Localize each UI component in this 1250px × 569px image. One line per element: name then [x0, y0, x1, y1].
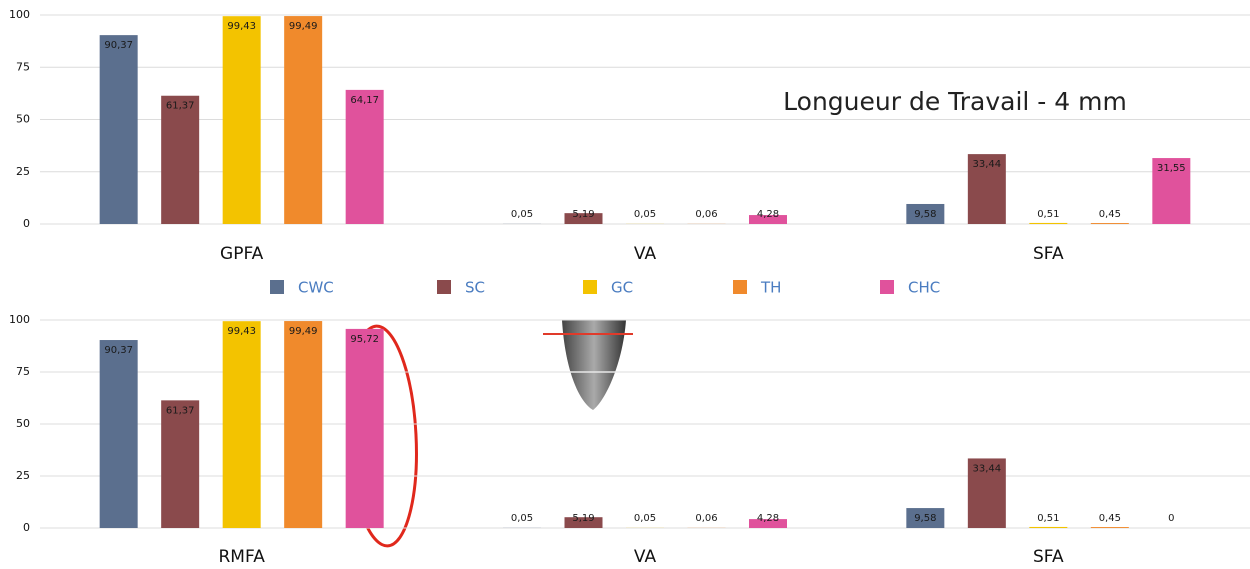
bar [749, 519, 787, 528]
bar [1090, 527, 1129, 528]
bar [99, 35, 138, 224]
value-label: 61,37 [166, 405, 195, 416]
bar [345, 328, 384, 528]
x-tick-label: RMFA [219, 547, 266, 567]
y-tick-label: 0 [23, 521, 30, 534]
bar [564, 517, 603, 528]
bar [967, 458, 1006, 528]
bar [749, 215, 787, 224]
x-tick-label: SFA [1033, 244, 1064, 264]
bar [1029, 526, 1068, 528]
bar [284, 16, 323, 224]
value-label: 61,37 [166, 101, 195, 112]
annotation: Longueur de Travail - 4 mm [783, 87, 1127, 116]
value-label: 99,49 [289, 21, 318, 32]
value-label: 90,37 [104, 40, 133, 51]
bar [1090, 223, 1129, 224]
value-label: 0,06 [695, 209, 717, 220]
legend-label: TH [760, 279, 781, 297]
legend-swatch [583, 280, 597, 294]
bar [284, 321, 323, 528]
value-label: 99,49 [289, 326, 318, 337]
bar [906, 203, 945, 224]
value-label: 0,05 [511, 209, 533, 220]
legend-label: GC [611, 279, 633, 297]
value-label: 0,45 [1099, 209, 1121, 220]
bar [161, 400, 200, 528]
bar [222, 321, 261, 528]
x-tick-label: VA [634, 547, 657, 567]
legend-label: SC [465, 279, 485, 297]
value-label: 31,55 [1157, 163, 1186, 174]
value-label: 90,37 [104, 345, 133, 356]
value-label: 0,05 [634, 513, 656, 524]
value-label: 0,51 [1037, 209, 1059, 220]
value-label: 4,28 [757, 513, 779, 524]
y-tick-label: 25 [16, 165, 30, 178]
value-label: 33,44 [973, 159, 1002, 170]
value-label: 99,43 [227, 326, 256, 337]
legend-swatch [880, 280, 894, 294]
y-tick-label: 100 [9, 313, 30, 326]
bar [1029, 222, 1068, 224]
value-label: 5,19 [572, 209, 594, 220]
bar [222, 16, 261, 224]
value-label: 0,45 [1099, 513, 1121, 524]
value-label: 9,58 [914, 209, 936, 220]
legend-swatch [437, 280, 451, 294]
x-tick-label: SFA [1033, 547, 1064, 567]
bar [345, 89, 384, 224]
x-tick-label: VA [634, 244, 657, 264]
value-label: 5,19 [572, 513, 594, 524]
value-label: 0,05 [511, 513, 533, 524]
legend-label: CWC [298, 279, 334, 297]
value-label: 0,06 [695, 513, 717, 524]
bar [564, 213, 603, 224]
value-label: 0,51 [1037, 513, 1059, 524]
value-label: 9,58 [914, 513, 936, 524]
value-label: 0,05 [634, 209, 656, 220]
y-tick-label: 50 [16, 113, 30, 126]
y-tick-label: 0 [23, 217, 30, 230]
value-label: 33,44 [973, 463, 1002, 474]
legend-label: CHC [908, 279, 940, 297]
value-label: 95,72 [350, 334, 379, 345]
value-label: 64,17 [350, 95, 379, 106]
bar [906, 508, 945, 528]
value-label: 99,43 [227, 21, 256, 32]
bar [1152, 158, 1191, 224]
y-tick-label: 75 [16, 60, 30, 73]
y-tick-label: 75 [16, 365, 30, 378]
value-label: 4,28 [757, 209, 779, 220]
y-tick-label: 50 [16, 417, 30, 430]
x-tick-label: GPFA [220, 244, 264, 264]
value-label: 0 [1168, 513, 1174, 524]
legend-swatch [270, 280, 284, 294]
bar [99, 340, 138, 528]
bar [161, 95, 200, 225]
y-tick-label: 25 [16, 469, 30, 482]
bar [967, 154, 1006, 224]
file-shape [562, 320, 626, 410]
legend-swatch [733, 280, 747, 294]
file-icon [543, 320, 633, 410]
y-tick-label: 100 [9, 8, 30, 21]
